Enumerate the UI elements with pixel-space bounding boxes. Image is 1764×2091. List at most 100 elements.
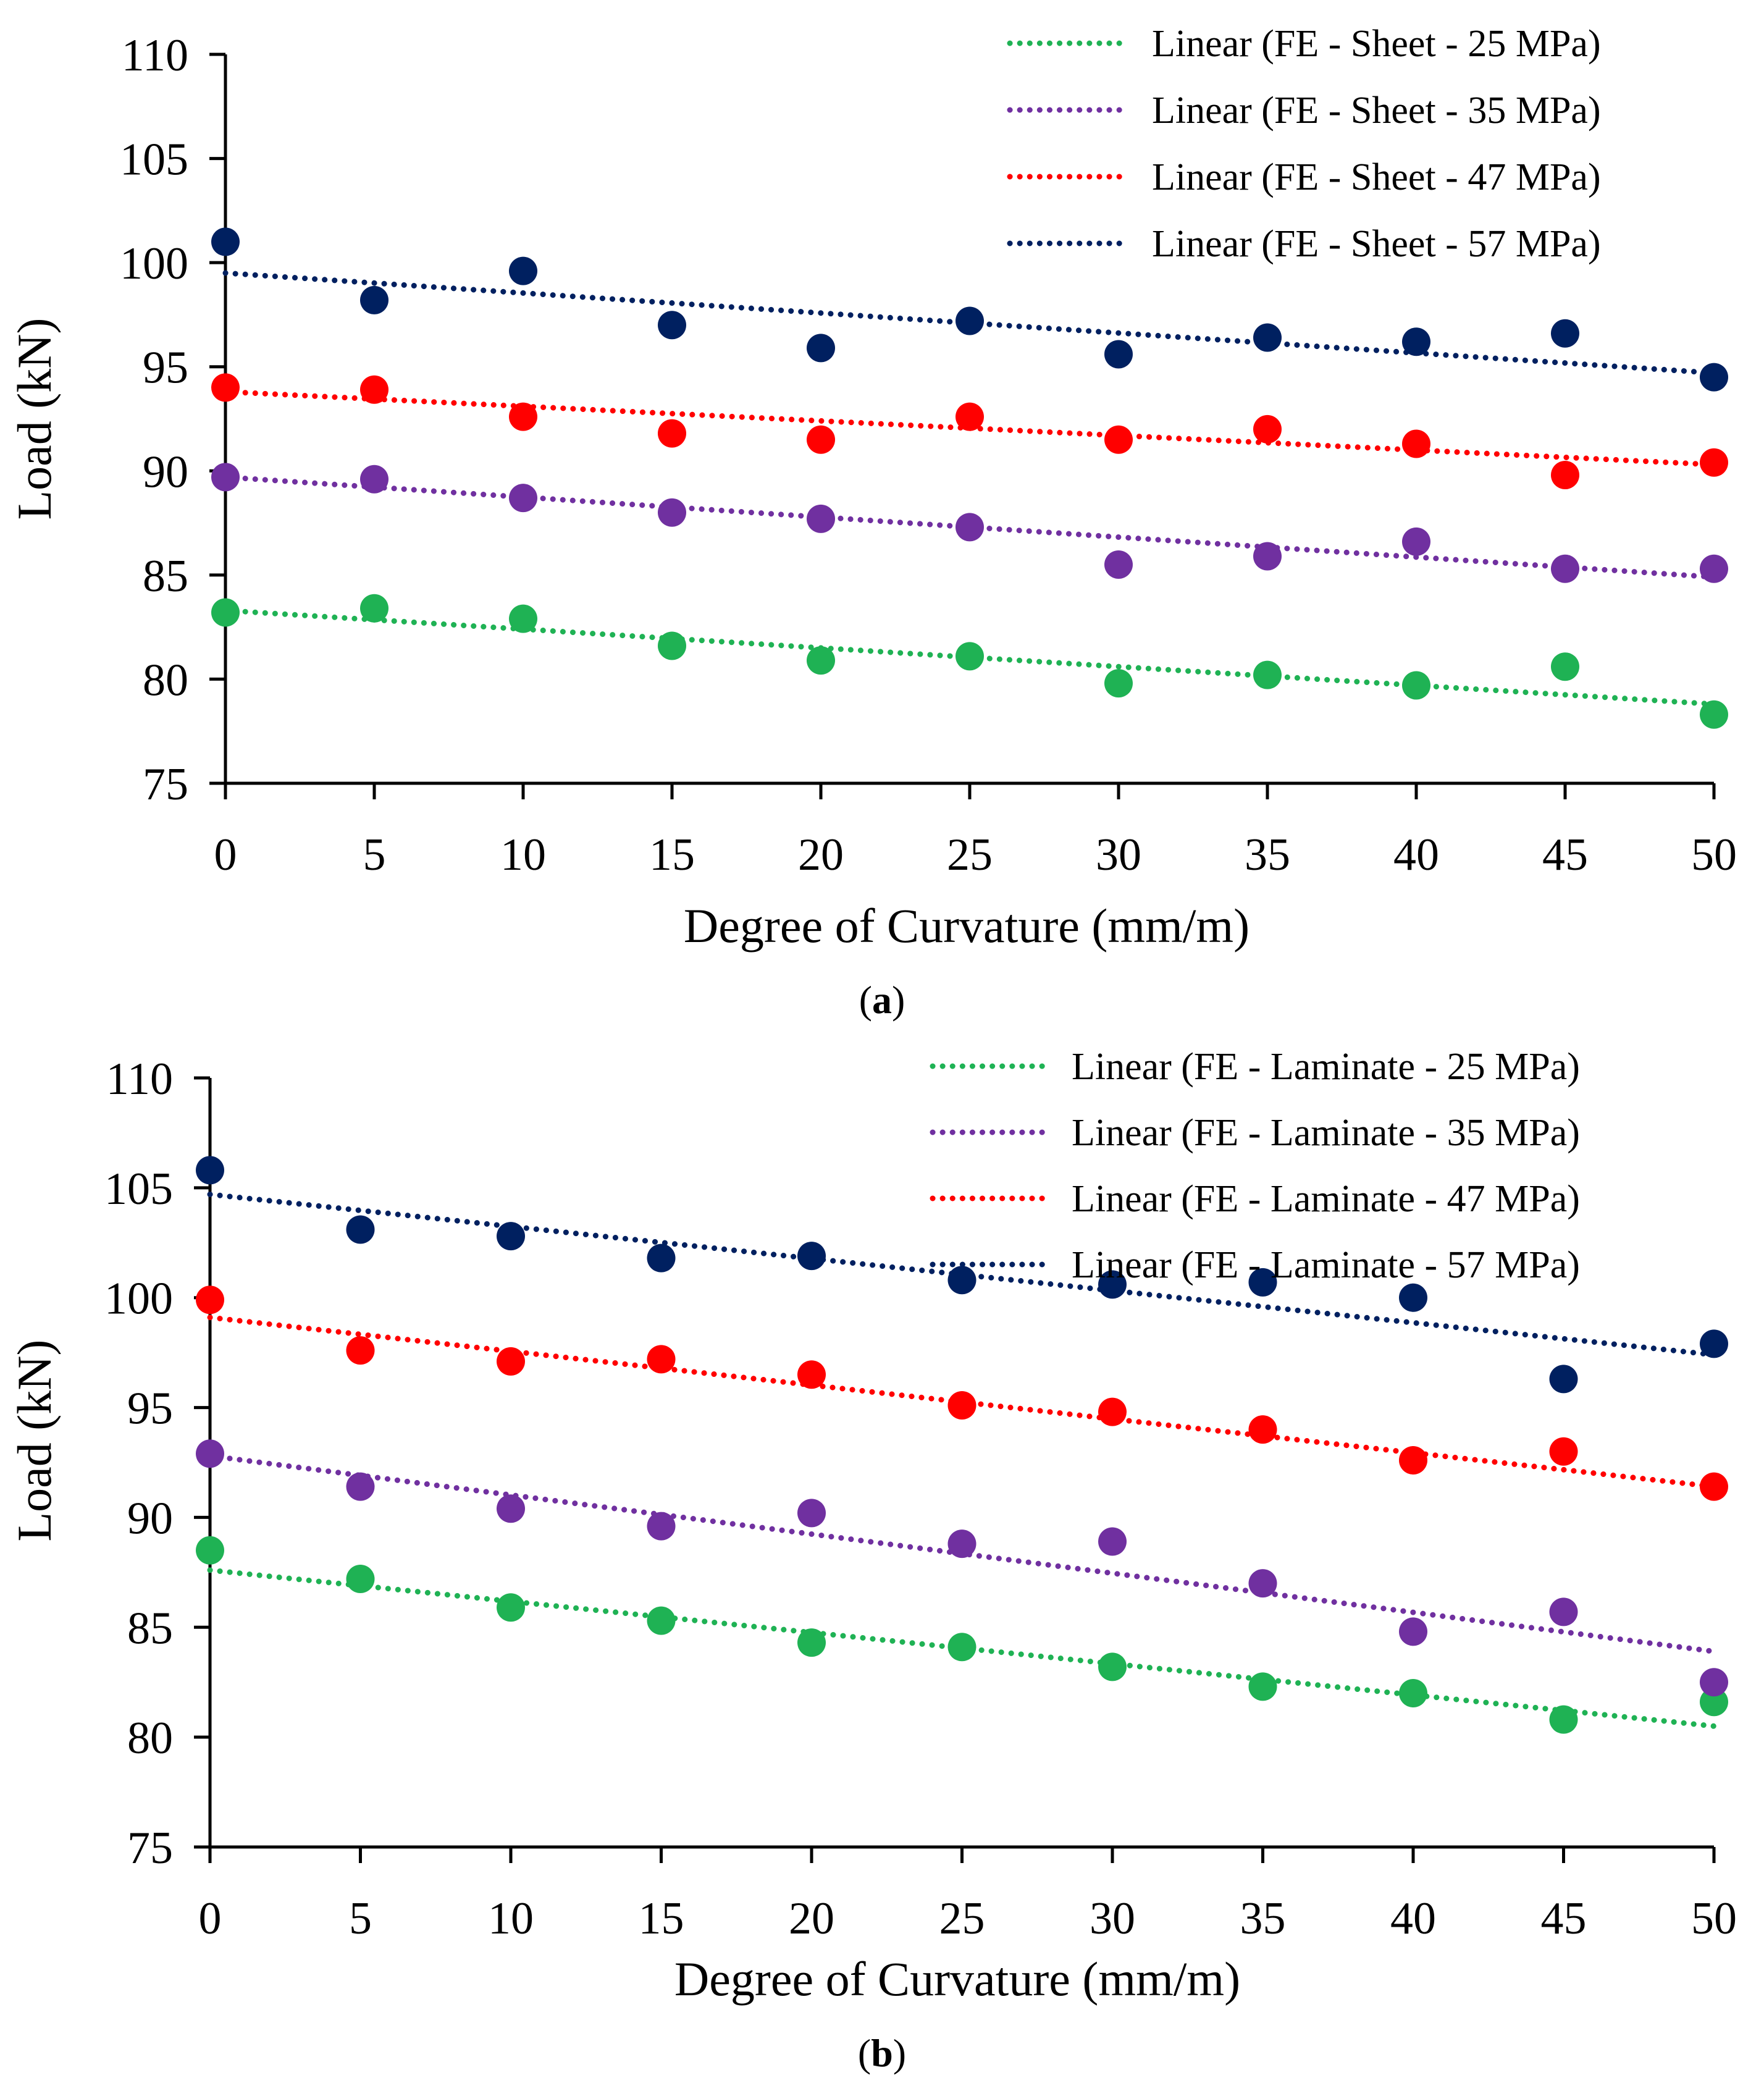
- data-point: [1700, 1688, 1728, 1717]
- series-1: [196, 1536, 1728, 1734]
- data-point: [658, 311, 686, 340]
- legend-entry: Linear (FE - Sheet - 47 MPa): [1007, 156, 1601, 198]
- data-point: [1551, 554, 1579, 583]
- data-point: [1104, 669, 1133, 698]
- data-point: [1399, 1617, 1427, 1646]
- chart-panel-a: Load (kN) Degree of Curvature (mm/m) (a)…: [7, 23, 1737, 1022]
- x-tick-label: 20: [798, 830, 844, 880]
- panel-caption: (b): [858, 2031, 906, 2075]
- data-point: [647, 1345, 676, 1374]
- data-point: [1700, 448, 1728, 477]
- data-point: [807, 334, 835, 363]
- data-point: [947, 1633, 976, 1662]
- data-point: [807, 504, 835, 533]
- data-point: [509, 402, 537, 431]
- panel-caption: (a): [859, 978, 905, 1022]
- data-point: [1104, 550, 1133, 579]
- data-point: [1549, 1705, 1578, 1734]
- data-point: [797, 1242, 826, 1271]
- data-point: [1104, 425, 1133, 454]
- y-tick-label: 105: [120, 135, 188, 185]
- y-tick-label: 90: [143, 447, 188, 497]
- x-axis-title: Degree of Curvature (mm/m): [684, 899, 1250, 953]
- data-point: [1253, 323, 1282, 352]
- data-point: [658, 419, 686, 448]
- data-point: [1399, 1283, 1427, 1312]
- data-point: [1402, 429, 1430, 458]
- x-tick-label: 0: [199, 1893, 222, 1944]
- data-point: [1402, 327, 1430, 356]
- x-tick-label: 10: [500, 830, 546, 880]
- y-tick-label: 110: [122, 30, 188, 81]
- data-point: [1248, 1268, 1277, 1297]
- x-tick-label: 35: [1240, 1893, 1286, 1944]
- data-point: [211, 598, 240, 627]
- data-point: [211, 463, 240, 492]
- panel-caption-letter: a: [872, 978, 892, 1022]
- data-point: [1700, 363, 1728, 392]
- y-tick-label: 85: [143, 551, 188, 602]
- data-point: [647, 1606, 676, 1635]
- legend-label: Linear (FE - Sheet - 47 MPa): [1152, 156, 1601, 198]
- data-point: [497, 1494, 525, 1523]
- data-point: [1399, 1445, 1427, 1475]
- series-3: [211, 373, 1728, 490]
- y-axis-title: Load (kN): [7, 1339, 61, 1541]
- legend-entry: Linear (FE - Sheet - 25 MPa): [1007, 23, 1601, 65]
- data-point: [360, 375, 388, 404]
- y-tick-label: 95: [143, 343, 188, 393]
- data-point: [956, 513, 984, 542]
- y-tick-label: 100: [120, 238, 188, 289]
- data-point: [196, 1536, 224, 1565]
- data-point: [1248, 1569, 1277, 1598]
- panel-caption-letter: b: [871, 2031, 893, 2075]
- data-point: [497, 1593, 525, 1622]
- data-point: [360, 285, 388, 314]
- x-tick-label: 40: [1390, 1893, 1436, 1944]
- data-point: [1098, 1527, 1127, 1556]
- data-point: [346, 1472, 375, 1501]
- x-tick-label: 25: [947, 830, 993, 880]
- data-point: [196, 1285, 224, 1315]
- y-tick-label: 75: [127, 1823, 173, 1874]
- data-point: [1253, 414, 1282, 444]
- x-tick-label: 5: [363, 830, 386, 880]
- x-tick-label: 50: [1691, 1893, 1737, 1944]
- x-tick-label: 45: [1542, 830, 1588, 880]
- data-point: [1399, 1679, 1427, 1707]
- y-tick-label: 105: [104, 1164, 173, 1214]
- data-point: [658, 631, 686, 660]
- x-tick-label: 20: [789, 1893, 834, 1944]
- data-point: [647, 1512, 676, 1541]
- data-point: [360, 594, 388, 623]
- series-2: [211, 463, 1728, 583]
- data-point: [647, 1243, 676, 1273]
- data-point: [1248, 1672, 1277, 1701]
- data-point: [1549, 1365, 1578, 1394]
- data-point: [346, 1565, 375, 1594]
- data-point: [196, 1439, 224, 1468]
- data-point: [1098, 1652, 1127, 1681]
- x-tick-label: 35: [1245, 830, 1290, 880]
- x-tick-label: 45: [1541, 1893, 1587, 1944]
- data-point: [360, 465, 388, 494]
- legend-label: Linear (FE - Laminate - 25 MPa): [1072, 1046, 1580, 1088]
- legend-entry: Linear (FE - Laminate - 47 MPa): [930, 1178, 1580, 1220]
- x-tick-label: 25: [939, 1893, 985, 1944]
- series-1: [211, 594, 1728, 729]
- data-point: [1098, 1397, 1127, 1426]
- legend-entry: Linear (FE - Sheet - 57 MPa): [1007, 223, 1601, 265]
- data-point: [1551, 319, 1579, 348]
- data-point: [1700, 554, 1728, 583]
- plot-area: 75 80 85 90 95 100 105 110 0 5 10 15 20 25 30 35 40 45 50 L…: [120, 23, 1737, 880]
- data-point: [1253, 660, 1282, 689]
- legend-label: Linear (FE - Sheet - 35 MPa): [1152, 90, 1601, 132]
- x-tick-label: 50: [1691, 830, 1737, 880]
- series-4: [196, 1156, 1728, 1394]
- legend-entry: Linear (FE - Laminate - 57 MPa): [930, 1244, 1580, 1286]
- x-axis-title: Degree of Curvature (mm/m): [674, 1952, 1240, 2006]
- data-point: [797, 1360, 826, 1389]
- legend-label: Linear (FE - Laminate - 35 MPa): [1072, 1112, 1580, 1154]
- data-point: [956, 306, 984, 335]
